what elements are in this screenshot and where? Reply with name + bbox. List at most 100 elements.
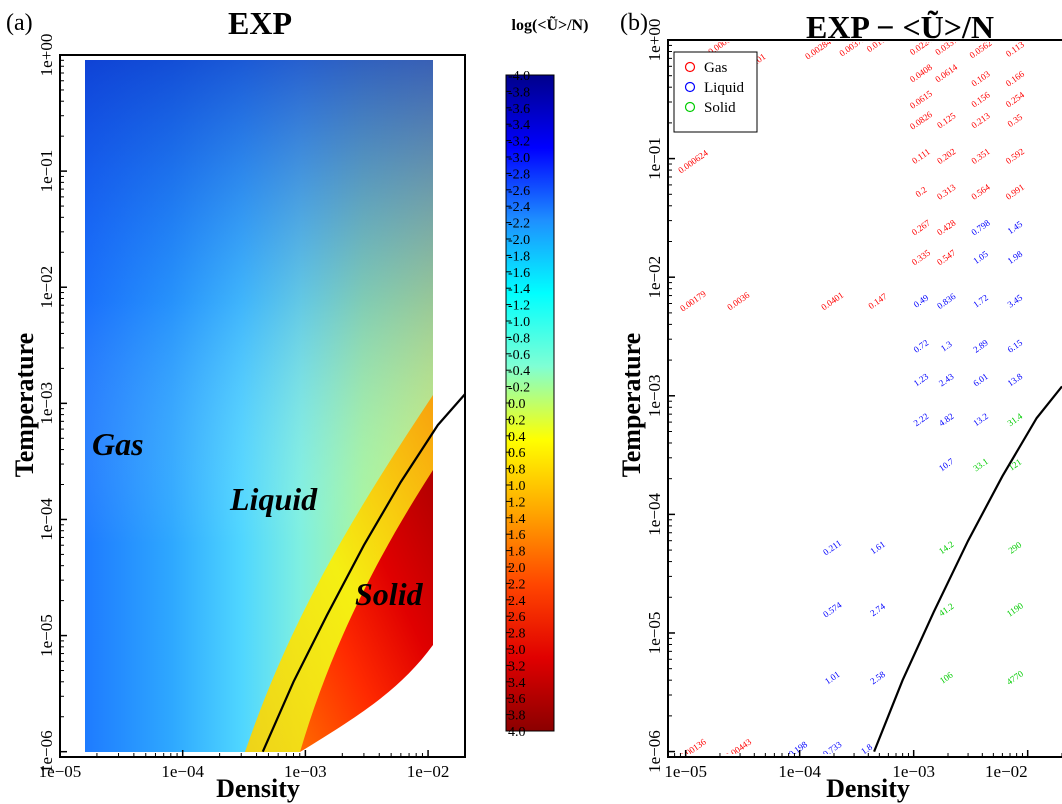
panel-a-heatmap: 1e−05 1e−04 1e−03 1e−021e−061e−051e−041e−03… bbox=[10, 34, 466, 803]
colorbar-tick-label: 4.0 bbox=[508, 725, 526, 740]
point-label-liquid: 0.211 bbox=[821, 538, 843, 558]
point-label-liquid: 4.82 bbox=[937, 411, 956, 428]
panel-a-xtick-label: 1e−04 bbox=[161, 762, 204, 781]
legend-label-gas: Gas bbox=[704, 60, 727, 76]
heatmap-solid-region bbox=[300, 470, 433, 752]
point-label-gas: 0.0401 bbox=[819, 290, 845, 312]
point-label-solid: 31.4 bbox=[1006, 411, 1025, 429]
heatmap-field bbox=[85, 60, 433, 752]
point-label-liquid: 2.22 bbox=[912, 411, 931, 428]
point-label-solid: 41.2 bbox=[937, 601, 956, 618]
colorbar-tick-label: 1.4 bbox=[508, 512, 526, 527]
panel-b-xlabel: Density bbox=[826, 774, 910, 803]
point-label-liquid: 13.8 bbox=[1006, 371, 1025, 389]
point-label-liquid: 1.23 bbox=[912, 371, 931, 389]
colorbar-tick-label: 2.6 bbox=[508, 610, 526, 625]
point-label-liquid: 2.58 bbox=[868, 669, 887, 687]
point-label-gas: 0.0408 bbox=[908, 62, 934, 85]
panel-a-ytick-label: 1e−02 bbox=[37, 266, 56, 309]
colorbar-tick-label: -2.8 bbox=[508, 167, 530, 182]
panel-a-xtick-label: 1e−02 bbox=[407, 762, 450, 781]
panel-b-scatter: 0.0003890.0006950.001010.002840.003720.0… bbox=[617, 19, 1062, 803]
panel-b-ytick-label: 1e+00 bbox=[645, 19, 664, 62]
colorbar-tick-label: -3.2 bbox=[508, 135, 530, 150]
colorbar-tick-label: -3.6 bbox=[508, 102, 530, 117]
point-label-gas: 0.991 bbox=[1004, 182, 1026, 202]
colorbar-tick-label: 2.0 bbox=[508, 561, 526, 576]
panel-b-xtick-label: 1e−02 bbox=[985, 762, 1028, 781]
panel-b-ytick-label: 1e−06 bbox=[645, 730, 664, 773]
panel-a-xtick-label: 1e−05 bbox=[39, 762, 82, 781]
point-label-solid: 33.1 bbox=[971, 456, 990, 473]
point-label-solid: 106 bbox=[938, 669, 955, 685]
panel-a-ytick-label: 1e−01 bbox=[37, 150, 56, 193]
colorbar-tick-label: 2.2 bbox=[508, 577, 526, 592]
panel-a-xlabel: Density bbox=[216, 774, 300, 803]
colorbar-tick-label: -3.4 bbox=[508, 118, 530, 133]
point-label-liquid: 2.89 bbox=[971, 337, 990, 355]
legend-marker-gas bbox=[684, 61, 696, 73]
point-label-liquid: 0.574 bbox=[821, 599, 844, 619]
panel-a-ytick-label: 1e−04 bbox=[37, 498, 56, 541]
colorbar-tick-label: -4.0 bbox=[508, 69, 530, 84]
panel-b-ylabel: Temperature bbox=[617, 333, 646, 477]
colorbar-tick-label: -1.8 bbox=[508, 249, 530, 264]
point-label-gas: 0.125 bbox=[935, 110, 958, 130]
colorbar-tick-label: 3.6 bbox=[508, 692, 526, 707]
phase-label-gas: Gas bbox=[92, 426, 144, 462]
colorbar-tick-label: 0.0 bbox=[508, 397, 526, 412]
point-label-gas: 0.2 bbox=[914, 185, 929, 200]
point-label-gas: 0.313 bbox=[935, 182, 958, 202]
colorbar-tick-label: -1.0 bbox=[508, 315, 530, 330]
point-label-liquid: 0.72 bbox=[912, 338, 931, 355]
point-label-liquid: 13.2 bbox=[971, 411, 990, 428]
colorbar-tick-label: -2.4 bbox=[508, 200, 530, 215]
panel-b-ytick-label: 1e−03 bbox=[645, 374, 664, 417]
colorbar-tick-label: -1.4 bbox=[508, 282, 530, 297]
coexistence-curve-b bbox=[873, 385, 1062, 753]
point-label-gas: 0.547 bbox=[935, 247, 958, 267]
point-label-gas: 0.564 bbox=[969, 182, 992, 202]
point-label-gas: 0.0826 bbox=[908, 109, 934, 132]
panel-b-xtick-label: 1e−04 bbox=[778, 762, 821, 781]
panel-b-label: (b) bbox=[620, 10, 648, 36]
colorbar-tick-label: -2.0 bbox=[508, 233, 530, 248]
point-label-gas: 0.254 bbox=[1004, 89, 1027, 109]
legend-label-solid: Solid bbox=[704, 100, 736, 116]
point-label-liquid: 0.49 bbox=[912, 292, 931, 310]
point-label-gas: 0.00179 bbox=[678, 288, 708, 313]
point-label-liquid: 0.836 bbox=[935, 291, 958, 311]
colorbar-tick-label: -0.6 bbox=[508, 348, 530, 363]
panel-b-ytick-label: 1e−02 bbox=[645, 256, 664, 299]
phase-label-liquid: Liquid bbox=[229, 481, 318, 517]
phase-label-solid: Solid bbox=[355, 576, 424, 612]
panel-b-ytick-label: 1e−01 bbox=[645, 137, 664, 180]
colorbar-tick-label: -3.8 bbox=[508, 85, 530, 100]
colorbar-tick-label: -3.0 bbox=[508, 151, 530, 166]
panel-b-ytick-label: 1e−04 bbox=[645, 493, 664, 536]
point-label-gas: 0.166 bbox=[1004, 68, 1027, 88]
panel-a-ytick-label: 1e+00 bbox=[37, 34, 56, 77]
point-label-gas: 0.113 bbox=[1004, 39, 1026, 59]
panel-a-frame bbox=[59, 54, 466, 758]
point-label-liquid: 1.61 bbox=[868, 539, 887, 556]
point-label-liquid: 1.01 bbox=[823, 669, 842, 686]
point-label-gas: 0.103 bbox=[969, 68, 992, 88]
point-label-gas: 0.35 bbox=[1006, 112, 1025, 130]
colorbar-tick-label: 1.2 bbox=[508, 495, 526, 510]
point-label-gas: 0.592 bbox=[1004, 146, 1026, 166]
panel-a-label: (a) bbox=[6, 10, 33, 36]
colorbar-tick-label: -0.2 bbox=[508, 381, 530, 396]
colorbar-tick-label: 3.4 bbox=[508, 676, 526, 691]
point-label-liquid: 1.98 bbox=[1006, 248, 1025, 266]
point-label-solid: 4770 bbox=[1005, 668, 1026, 687]
colorbar: -4.0-3.8 -3.6-3.4 -3.2-3.0-2.8 -2.6-2.4 -2.2… bbox=[505, 69, 555, 740]
point-label-liquid: 6.15 bbox=[1006, 337, 1025, 355]
panel-b-xtick-label: 1e−03 bbox=[892, 762, 935, 781]
point-label-gas: 0.428 bbox=[935, 217, 958, 237]
colorbar-tick-label: 0.2 bbox=[508, 413, 526, 428]
colorbar-tick-label: -1.6 bbox=[508, 266, 530, 281]
colorbar-tick-label: 1.6 bbox=[508, 528, 526, 543]
colorbar-tick-label: 3.0 bbox=[508, 643, 526, 658]
